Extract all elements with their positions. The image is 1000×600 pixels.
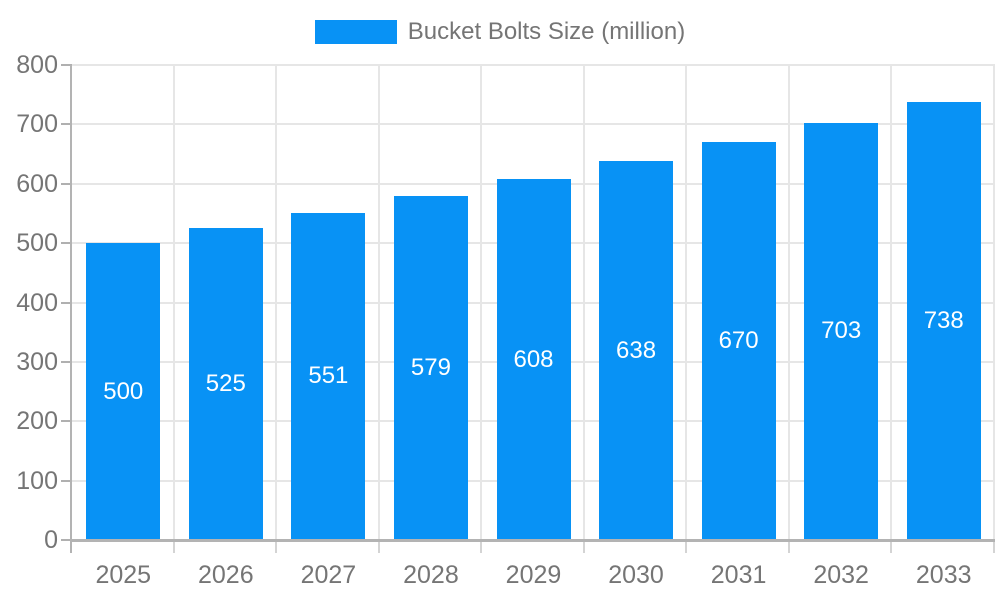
gridline-horizontal — [72, 123, 995, 126]
bar-value-label: 638 — [616, 336, 657, 364]
bar[interactable] — [393, 196, 468, 540]
x-axis-tick — [275, 540, 278, 553]
y-axis-tick — [61, 64, 72, 66]
bar-value-label: 703 — [821, 317, 862, 345]
x-axis-tick — [787, 540, 790, 553]
y-axis-tick — [61, 360, 72, 363]
y-axis-label: 200 — [16, 407, 58, 436]
bar-value-label: 500 — [103, 377, 144, 405]
bar[interactable] — [86, 243, 161, 540]
y-axis-label: 100 — [16, 466, 58, 495]
bar-value-label: 525 — [205, 370, 246, 398]
gridline-vertical — [480, 65, 483, 540]
x-axis-label: 2025 — [95, 561, 152, 589]
legend-label: Bucket Bolts Size (million) — [407, 18, 686, 45]
y-axis-tick — [61, 301, 72, 304]
bar[interactable] — [701, 142, 776, 540]
gridline-vertical — [685, 65, 688, 540]
x-axis-tick — [480, 540, 483, 553]
y-axis-label: 300 — [16, 347, 58, 376]
x-axis-label: 2033 — [915, 561, 972, 589]
gridline-vertical — [275, 65, 278, 540]
bar[interactable] — [188, 228, 263, 540]
x-axis-tick — [890, 540, 893, 553]
y-axis-label: 500 — [16, 229, 58, 258]
x-axis-tick — [685, 540, 688, 553]
y-axis-label: 600 — [16, 169, 58, 198]
bar-value-label: 738 — [923, 306, 964, 334]
x-axis-label: 2030 — [608, 561, 664, 589]
y-axis-label: 0 — [44, 526, 58, 554]
y-axis-label: 400 — [16, 288, 58, 317]
x-axis-tick — [172, 540, 175, 553]
x-axis-tick — [993, 540, 995, 553]
x-axis-label: 2028 — [403, 561, 459, 589]
x-axis-label: 2026 — [198, 561, 254, 589]
bar[interactable] — [496, 179, 571, 540]
y-axis-tick — [61, 539, 72, 541]
bar[interactable] — [804, 122, 879, 540]
y-axis-line — [70, 65, 72, 553]
bar-value-label: 670 — [718, 327, 759, 355]
bar[interactable] — [291, 212, 366, 540]
gridline-vertical — [993, 65, 995, 540]
x-axis-label: 2027 — [300, 561, 357, 589]
bar-value-label: 608 — [513, 345, 554, 373]
bar[interactable] — [599, 161, 674, 540]
x-axis-label: 2032 — [813, 561, 869, 589]
legend-swatch — [314, 20, 397, 44]
bar-value-label: 551 — [308, 362, 349, 390]
legend[interactable]: Bucket Bolts Size (million) — [0, 18, 1000, 46]
x-axis-label: 2029 — [505, 561, 562, 589]
x-axis-label: 2031 — [710, 561, 767, 589]
gridline-horizontal — [72, 64, 995, 66]
y-axis-tick — [61, 479, 72, 482]
gridline-vertical — [377, 65, 380, 540]
y-axis-label: 800 — [16, 51, 58, 79]
y-axis-tick — [61, 123, 72, 126]
x-axis-line — [72, 539, 995, 542]
gridline-vertical — [890, 65, 893, 540]
y-axis-tick — [61, 182, 72, 185]
x-axis-tick — [582, 540, 585, 553]
bar-value-label: 579 — [410, 354, 451, 382]
gridline-vertical — [172, 65, 175, 540]
gridline-vertical — [582, 65, 585, 540]
bar[interactable] — [906, 101, 981, 540]
x-axis-tick — [377, 540, 380, 553]
gridline-vertical — [787, 65, 790, 540]
y-axis-tick — [61, 242, 72, 245]
y-axis-label: 700 — [16, 110, 58, 139]
y-axis-tick — [61, 420, 72, 423]
